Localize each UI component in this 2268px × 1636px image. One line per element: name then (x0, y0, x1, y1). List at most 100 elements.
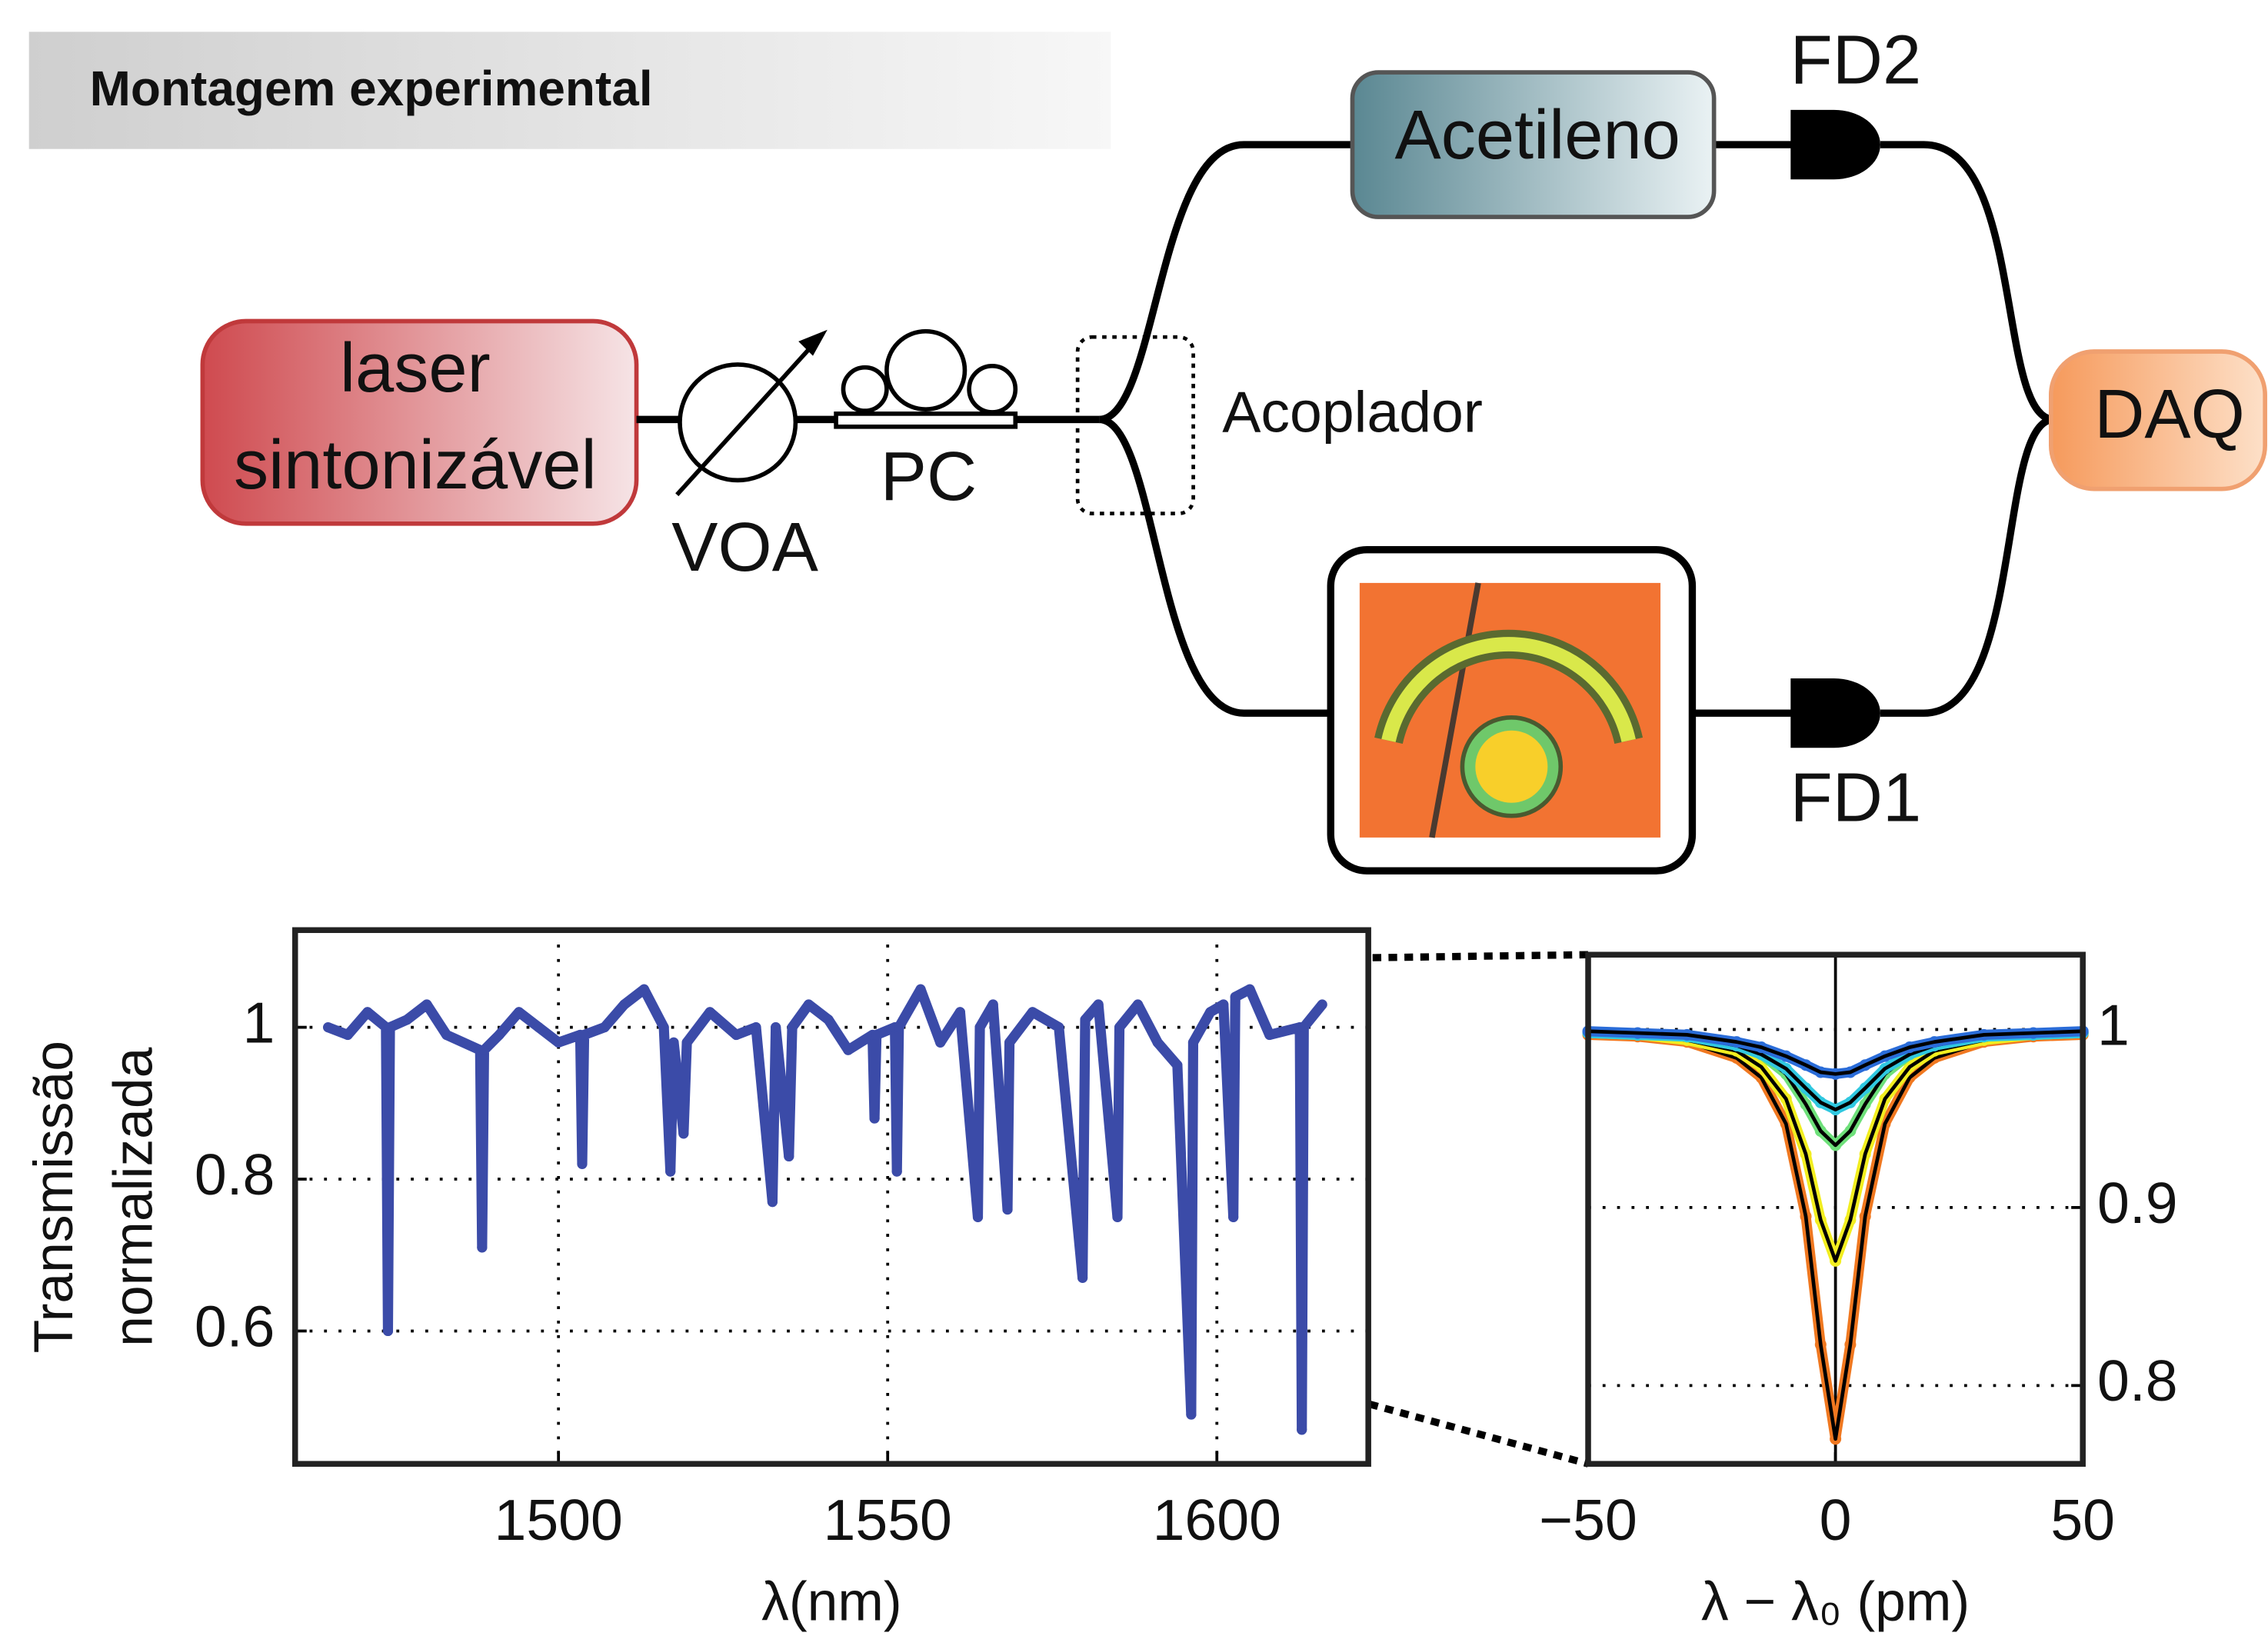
voa-label: VOA (671, 508, 818, 586)
data-point (1077, 1272, 1088, 1283)
voa-arrowhead (798, 329, 828, 356)
data-point (891, 1166, 902, 1177)
data-point (385, 1022, 395, 1033)
data-point (665, 1166, 676, 1177)
data-point (1132, 999, 1144, 1010)
data-point (787, 1022, 798, 1033)
acetylene-label: Acetileno (1395, 96, 1680, 174)
pc-loop (967, 363, 1018, 415)
data-point (494, 1029, 505, 1041)
data-point (894, 1022, 904, 1033)
x-tick-label: −50 (1539, 1488, 1637, 1552)
setup-diagram: Montagem experimental laser sintonizável… (28, 21, 2267, 1468)
data-point (1187, 1037, 1199, 1048)
data-point (987, 999, 998, 1010)
fd2-label: FD2 (1790, 21, 1922, 98)
daq-box (2049, 349, 2267, 491)
data-point (1244, 984, 1255, 995)
data-point (322, 1022, 334, 1033)
y-tick-label: 1 (2097, 992, 2130, 1057)
data-point (1218, 999, 1229, 1010)
data-point (972, 1211, 984, 1222)
y-tick-label: 0.8 (2097, 1348, 2178, 1413)
y-axis-label: normalizada (103, 1047, 165, 1346)
x-tick-label: 50 (2050, 1488, 2115, 1552)
data-point (599, 1022, 610, 1033)
data-point (767, 1197, 778, 1208)
data-point (1114, 1022, 1125, 1033)
data-point (1002, 1204, 1013, 1215)
acetylene-box (1350, 70, 1717, 219)
data-point (1297, 1424, 1307, 1435)
coupler-label: Acoplador (1222, 379, 1483, 444)
data-point (577, 1158, 588, 1169)
daq-label: DAQ (2094, 375, 2245, 453)
data-point (869, 1113, 880, 1124)
data-point (751, 1022, 761, 1033)
data-point (784, 1151, 794, 1161)
data-point (514, 1007, 525, 1018)
x-tick-label: 1550 (824, 1488, 952, 1552)
data-point (1264, 1029, 1275, 1041)
data-point (1054, 1022, 1064, 1033)
data-point (843, 1045, 854, 1055)
x-axis-label: λ(nm) (761, 1571, 902, 1632)
y-tick-label: 1 (243, 990, 275, 1055)
fiber (1713, 141, 2055, 424)
fd1-label: FD1 (1790, 759, 1922, 837)
data-point (1152, 1037, 1163, 1048)
plot-frame (291, 927, 1371, 1467)
data-point (1186, 1409, 1197, 1420)
laser-label: laser (340, 329, 491, 407)
data-point (731, 1029, 741, 1041)
detector (1790, 109, 1880, 180)
fiber (1098, 141, 1353, 424)
data-point (619, 999, 630, 1010)
data-point (477, 1242, 488, 1253)
data-point (401, 1015, 412, 1025)
fiber (1098, 415, 1331, 717)
fit-line (1587, 1029, 2083, 1076)
data-point (578, 1029, 590, 1041)
data-point (533, 1022, 545, 1033)
data-point (668, 1037, 679, 1048)
y-tick-label: 0.9 (2097, 1171, 2178, 1235)
pc-loop (884, 328, 967, 412)
voa-arrow (675, 337, 821, 497)
data-point (771, 1022, 781, 1033)
laser-label: sintonizável (234, 426, 597, 504)
fiber (1692, 415, 2055, 717)
x-axis-label: λ − λ₀ (pm) (1701, 1571, 1970, 1632)
data-point (342, 1029, 353, 1041)
coupler-box (1075, 335, 1195, 515)
data-point (871, 1029, 882, 1041)
x-tick-label: 0 (1820, 1488, 1852, 1552)
y-tick-label: 0.8 (195, 1142, 275, 1207)
data-point (553, 1037, 564, 1048)
data-point (421, 999, 432, 1010)
title-bar (28, 32, 1111, 149)
data-point (1228, 1211, 1239, 1222)
pc-base (834, 411, 1018, 429)
data-point (974, 1022, 985, 1033)
fiber-taper (1429, 582, 1481, 838)
data-point (1080, 1015, 1091, 1025)
data-point (1027, 1007, 1038, 1018)
data-point (678, 1128, 689, 1139)
data-point (681, 1037, 692, 1048)
data-point (935, 1037, 946, 1048)
data-point (638, 984, 650, 995)
data-point (1230, 991, 1241, 1002)
fit-line (1587, 1033, 2083, 1441)
data-point (478, 1045, 490, 1055)
fibers (636, 141, 2055, 717)
data-point (823, 1015, 834, 1025)
x-tick-label: 1500 (494, 1488, 622, 1552)
data-point (1093, 999, 1104, 1010)
pc-label: PC (881, 438, 977, 515)
data-point (1317, 999, 1327, 1010)
y-axis-label: Transmissão (23, 1041, 85, 1353)
data-point (704, 1007, 715, 1018)
